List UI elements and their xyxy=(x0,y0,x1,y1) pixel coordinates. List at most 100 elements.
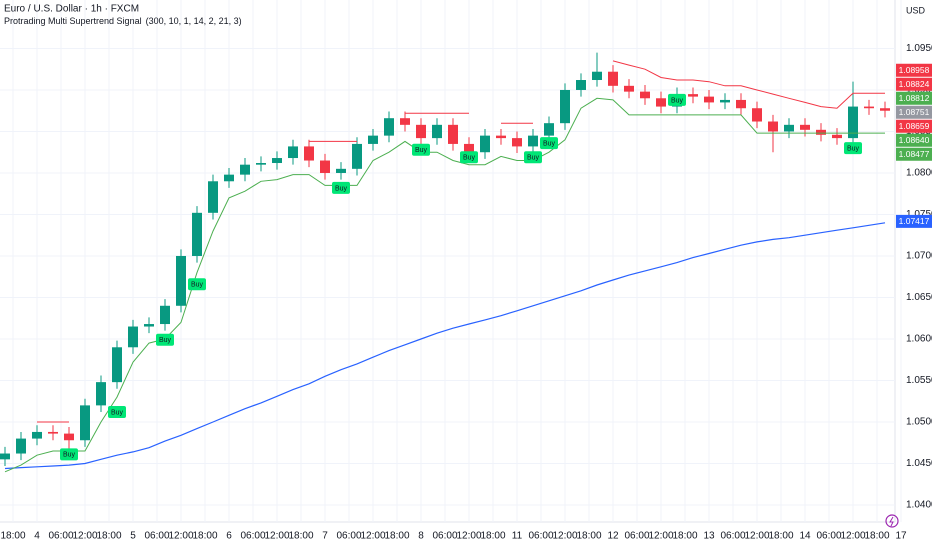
x-tick-label: 18:00 xyxy=(0,531,25,542)
x-tick-label: 12:00 xyxy=(456,531,481,542)
x-tick-label: 7 xyxy=(322,531,328,542)
buy-label: Buy xyxy=(63,452,76,459)
buy-label: Buy xyxy=(111,409,124,416)
y-tick-label: 1.09500 xyxy=(906,43,932,54)
candle-body xyxy=(80,405,90,441)
candle-body xyxy=(848,106,858,139)
x-tick-label: 5 xyxy=(130,531,136,542)
price-badge xyxy=(896,91,932,105)
x-tick-label: 06:00 xyxy=(816,531,841,542)
candle-body xyxy=(128,326,138,348)
x-tick-label: 12:00 xyxy=(744,531,769,542)
x-tick-label: 11 xyxy=(512,531,523,542)
candle-body xyxy=(688,94,698,97)
y-tick-label: 1.08000 xyxy=(906,168,932,179)
buy-badge xyxy=(108,406,126,419)
buy-label: Buy xyxy=(527,155,540,162)
buy-label: Buy xyxy=(415,147,428,154)
candle-body xyxy=(16,438,26,454)
buy-label: Buy xyxy=(191,282,204,289)
buy-badge xyxy=(460,151,478,164)
replay-icon[interactable] xyxy=(885,514,899,528)
candle-body xyxy=(256,163,266,165)
candle-body xyxy=(704,96,714,103)
candle-body xyxy=(448,124,458,144)
indicator-params: (300, 10, 1, 14, 2, 21, 3) xyxy=(146,16,242,26)
candle-body xyxy=(96,382,106,406)
buy-label: Buy xyxy=(847,145,860,152)
x-tick-label: 06:00 xyxy=(528,531,553,542)
candle-body xyxy=(816,129,826,135)
candle-body xyxy=(512,138,522,147)
candle-body xyxy=(32,431,42,439)
indicator-name: Protrading Multi Supertrend Signal (300, … xyxy=(4,16,242,26)
x-tick-label: 18:00 xyxy=(384,531,409,542)
price-badge-label: 1.08958 xyxy=(899,65,930,75)
x-tick-label: 12:00 xyxy=(360,531,385,542)
x-tick-label: 13 xyxy=(703,531,715,542)
candle-body xyxy=(592,71,602,81)
candle-body xyxy=(224,174,234,182)
buy-badge xyxy=(188,278,206,291)
x-tick-label: 06:00 xyxy=(720,531,745,542)
x-tick-label: 12:00 xyxy=(552,531,577,542)
x-tick-label: 18:00 xyxy=(864,531,889,542)
x-tick-label: 8 xyxy=(418,531,424,542)
x-tick-label: 06:00 xyxy=(432,531,457,542)
price-badge xyxy=(896,77,932,91)
candle-body xyxy=(0,453,10,460)
candle-body xyxy=(576,80,586,90)
candle-body xyxy=(320,160,330,173)
indicator-line xyxy=(4,97,885,473)
candle-body xyxy=(304,146,314,161)
x-tick-label: 4 xyxy=(34,531,40,542)
x-tick-label: 6 xyxy=(226,531,232,542)
candle-body xyxy=(48,431,58,434)
buy-badge xyxy=(524,151,542,164)
y-tick-label: 1.06000 xyxy=(906,334,932,345)
candle-body xyxy=(288,146,298,159)
price-badge xyxy=(896,63,932,77)
candle-body xyxy=(144,324,154,327)
y-tick-label: 1.04500 xyxy=(906,458,932,469)
candle-body xyxy=(240,164,250,175)
buy-label: Buy xyxy=(463,155,476,162)
price-badge xyxy=(896,133,932,147)
x-tick-label: 12:00 xyxy=(648,531,673,542)
candle-body xyxy=(640,91,650,99)
x-tick-label: 17 xyxy=(895,531,907,542)
x-tick-label: 06:00 xyxy=(48,531,73,542)
buy-badge xyxy=(156,333,174,346)
currency: USD xyxy=(906,5,926,15)
buy-label: Buy xyxy=(543,140,556,147)
candle-body xyxy=(272,158,282,164)
x-tick-label: 14 xyxy=(799,531,811,542)
candle-body xyxy=(336,168,346,173)
x-tick-label: 12:00 xyxy=(168,531,193,542)
candle-body xyxy=(464,143,474,153)
buy-badge xyxy=(332,181,350,194)
candle-body xyxy=(720,99,730,103)
buy-label: Buy xyxy=(159,337,172,344)
price-badge-label: 1.08640 xyxy=(899,135,930,145)
x-tick-label: 12:00 xyxy=(264,531,289,542)
candle-body xyxy=(528,135,538,147)
x-tick-label: 06:00 xyxy=(336,531,361,542)
x-tick-label: 12 xyxy=(607,531,619,542)
symbol-title: Euro / U.S. Dollar · 1h · FXCM xyxy=(4,4,139,15)
candle-body xyxy=(624,85,634,92)
candle-body xyxy=(880,108,890,111)
x-tick-label: 06:00 xyxy=(240,531,265,542)
candle-body xyxy=(208,181,218,213)
candle-body xyxy=(64,433,74,441)
price-badge-label: 1.08477 xyxy=(899,149,930,159)
candle-body xyxy=(784,124,794,132)
candle-body xyxy=(160,305,170,325)
price-badge-label: 1.08751 xyxy=(899,107,930,117)
candle-body xyxy=(368,135,378,144)
candle-body xyxy=(832,134,842,139)
price-badge xyxy=(896,147,932,161)
price-badge xyxy=(896,214,932,228)
